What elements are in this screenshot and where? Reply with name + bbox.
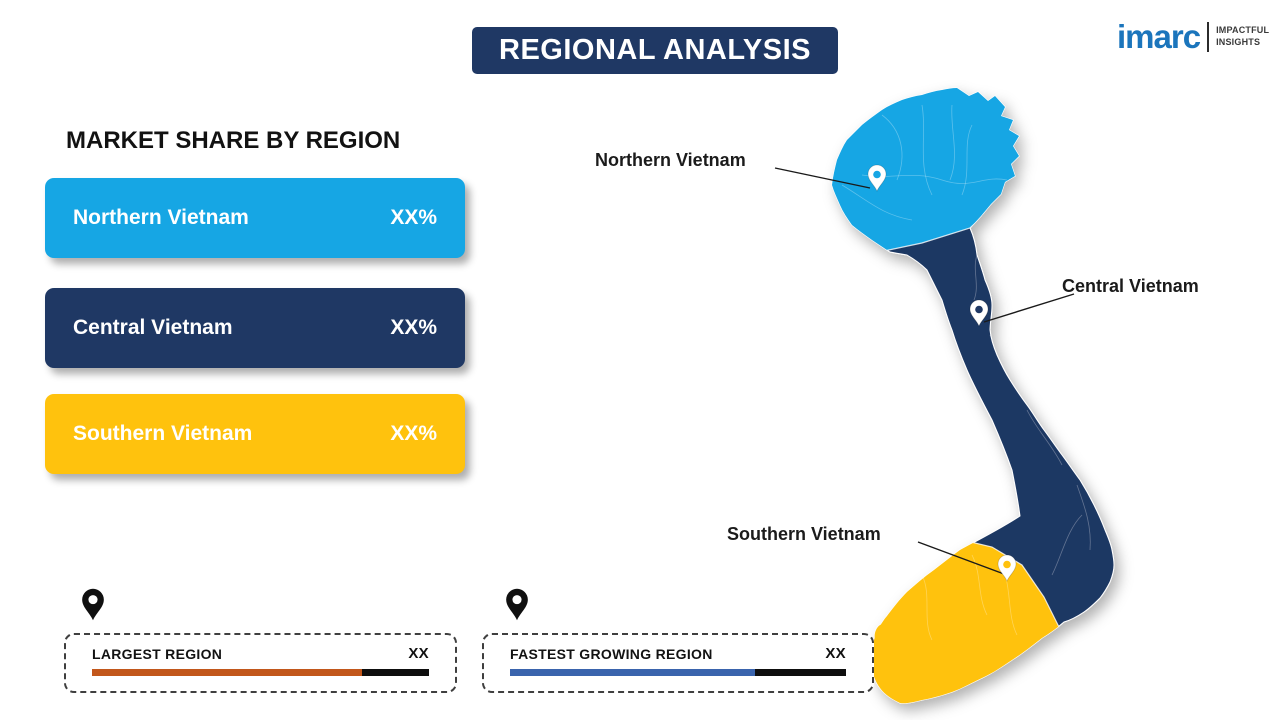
share-bar-northern-value: XX% xyxy=(390,206,437,229)
map-label-southern: Southern Vietnam xyxy=(727,524,881,544)
logo-tagline: IMPACTFUL INSIGHTS xyxy=(1216,25,1269,48)
connector-southern xyxy=(917,541,1005,575)
map-pin-northern xyxy=(867,164,887,193)
imarc-logo-text: imarc xyxy=(1117,18,1201,55)
share-bar-northern: Northern Vietnam XX% xyxy=(45,178,465,258)
map-pin-central xyxy=(969,299,989,328)
largest-region-value: XX xyxy=(408,645,429,662)
fastest-growing-region-box: FASTEST GROWING REGION XX xyxy=(482,633,874,693)
fastest-growing-region-bar-cap xyxy=(755,669,846,676)
share-bar-central-label: Central Vietnam xyxy=(73,316,233,339)
imarc-logo: imarc IMPACTFUL INSIGHTS xyxy=(1117,20,1269,53)
vietnam-map xyxy=(774,87,1115,704)
share-bar-northern-label: Northern Vietnam xyxy=(73,206,249,229)
share-bar-central-value: XX% xyxy=(390,316,437,339)
fastest-growing-region-bar xyxy=(510,669,846,676)
fastest-growing-region-bar-fill xyxy=(510,669,756,676)
market-share-heading: MARKET SHARE BY REGION xyxy=(66,127,401,154)
logo-tagline-line2: INSIGHTS xyxy=(1216,36,1261,47)
connector-central xyxy=(983,293,1075,323)
fastest-growing-region-row: FASTEST GROWING REGION XX xyxy=(484,635,872,666)
fastest-growing-region-value: XX xyxy=(825,645,846,662)
logo-tagline-line1: IMPACTFUL xyxy=(1216,25,1270,36)
map-label-northern: Northern Vietnam xyxy=(595,150,746,170)
connector-northern xyxy=(774,167,871,189)
largest-region-box: LARGEST REGION XX xyxy=(64,633,457,693)
largest-region-bar-fill xyxy=(92,669,362,676)
share-bar-southern-label: Southern Vietnam xyxy=(73,422,253,445)
share-bar-southern-value: XX% xyxy=(390,422,437,445)
share-bar-central: Central Vietnam XX% xyxy=(45,288,465,368)
page-title: REGIONAL ANALYSIS xyxy=(472,27,838,74)
label-connectors xyxy=(774,167,1075,575)
map-label-central: Central Vietnam xyxy=(1062,276,1199,296)
map-group xyxy=(831,87,1115,704)
map-pin-southern xyxy=(997,554,1017,583)
largest-region-label: LARGEST REGION xyxy=(92,645,223,662)
fastest-growing-pin-icon xyxy=(506,588,528,621)
fastest-growing-region-label: FASTEST GROWING REGION xyxy=(510,645,713,662)
logo-divider xyxy=(1207,21,1210,52)
largest-region-bar xyxy=(92,669,429,676)
largest-region-pin-icon xyxy=(82,588,104,621)
share-bar-southern: Southern Vietnam XX% xyxy=(45,394,465,474)
largest-region-bar-cap xyxy=(361,669,429,676)
region-northern-shape xyxy=(832,88,1073,262)
largest-region-row: LARGEST REGION XX xyxy=(66,635,455,666)
